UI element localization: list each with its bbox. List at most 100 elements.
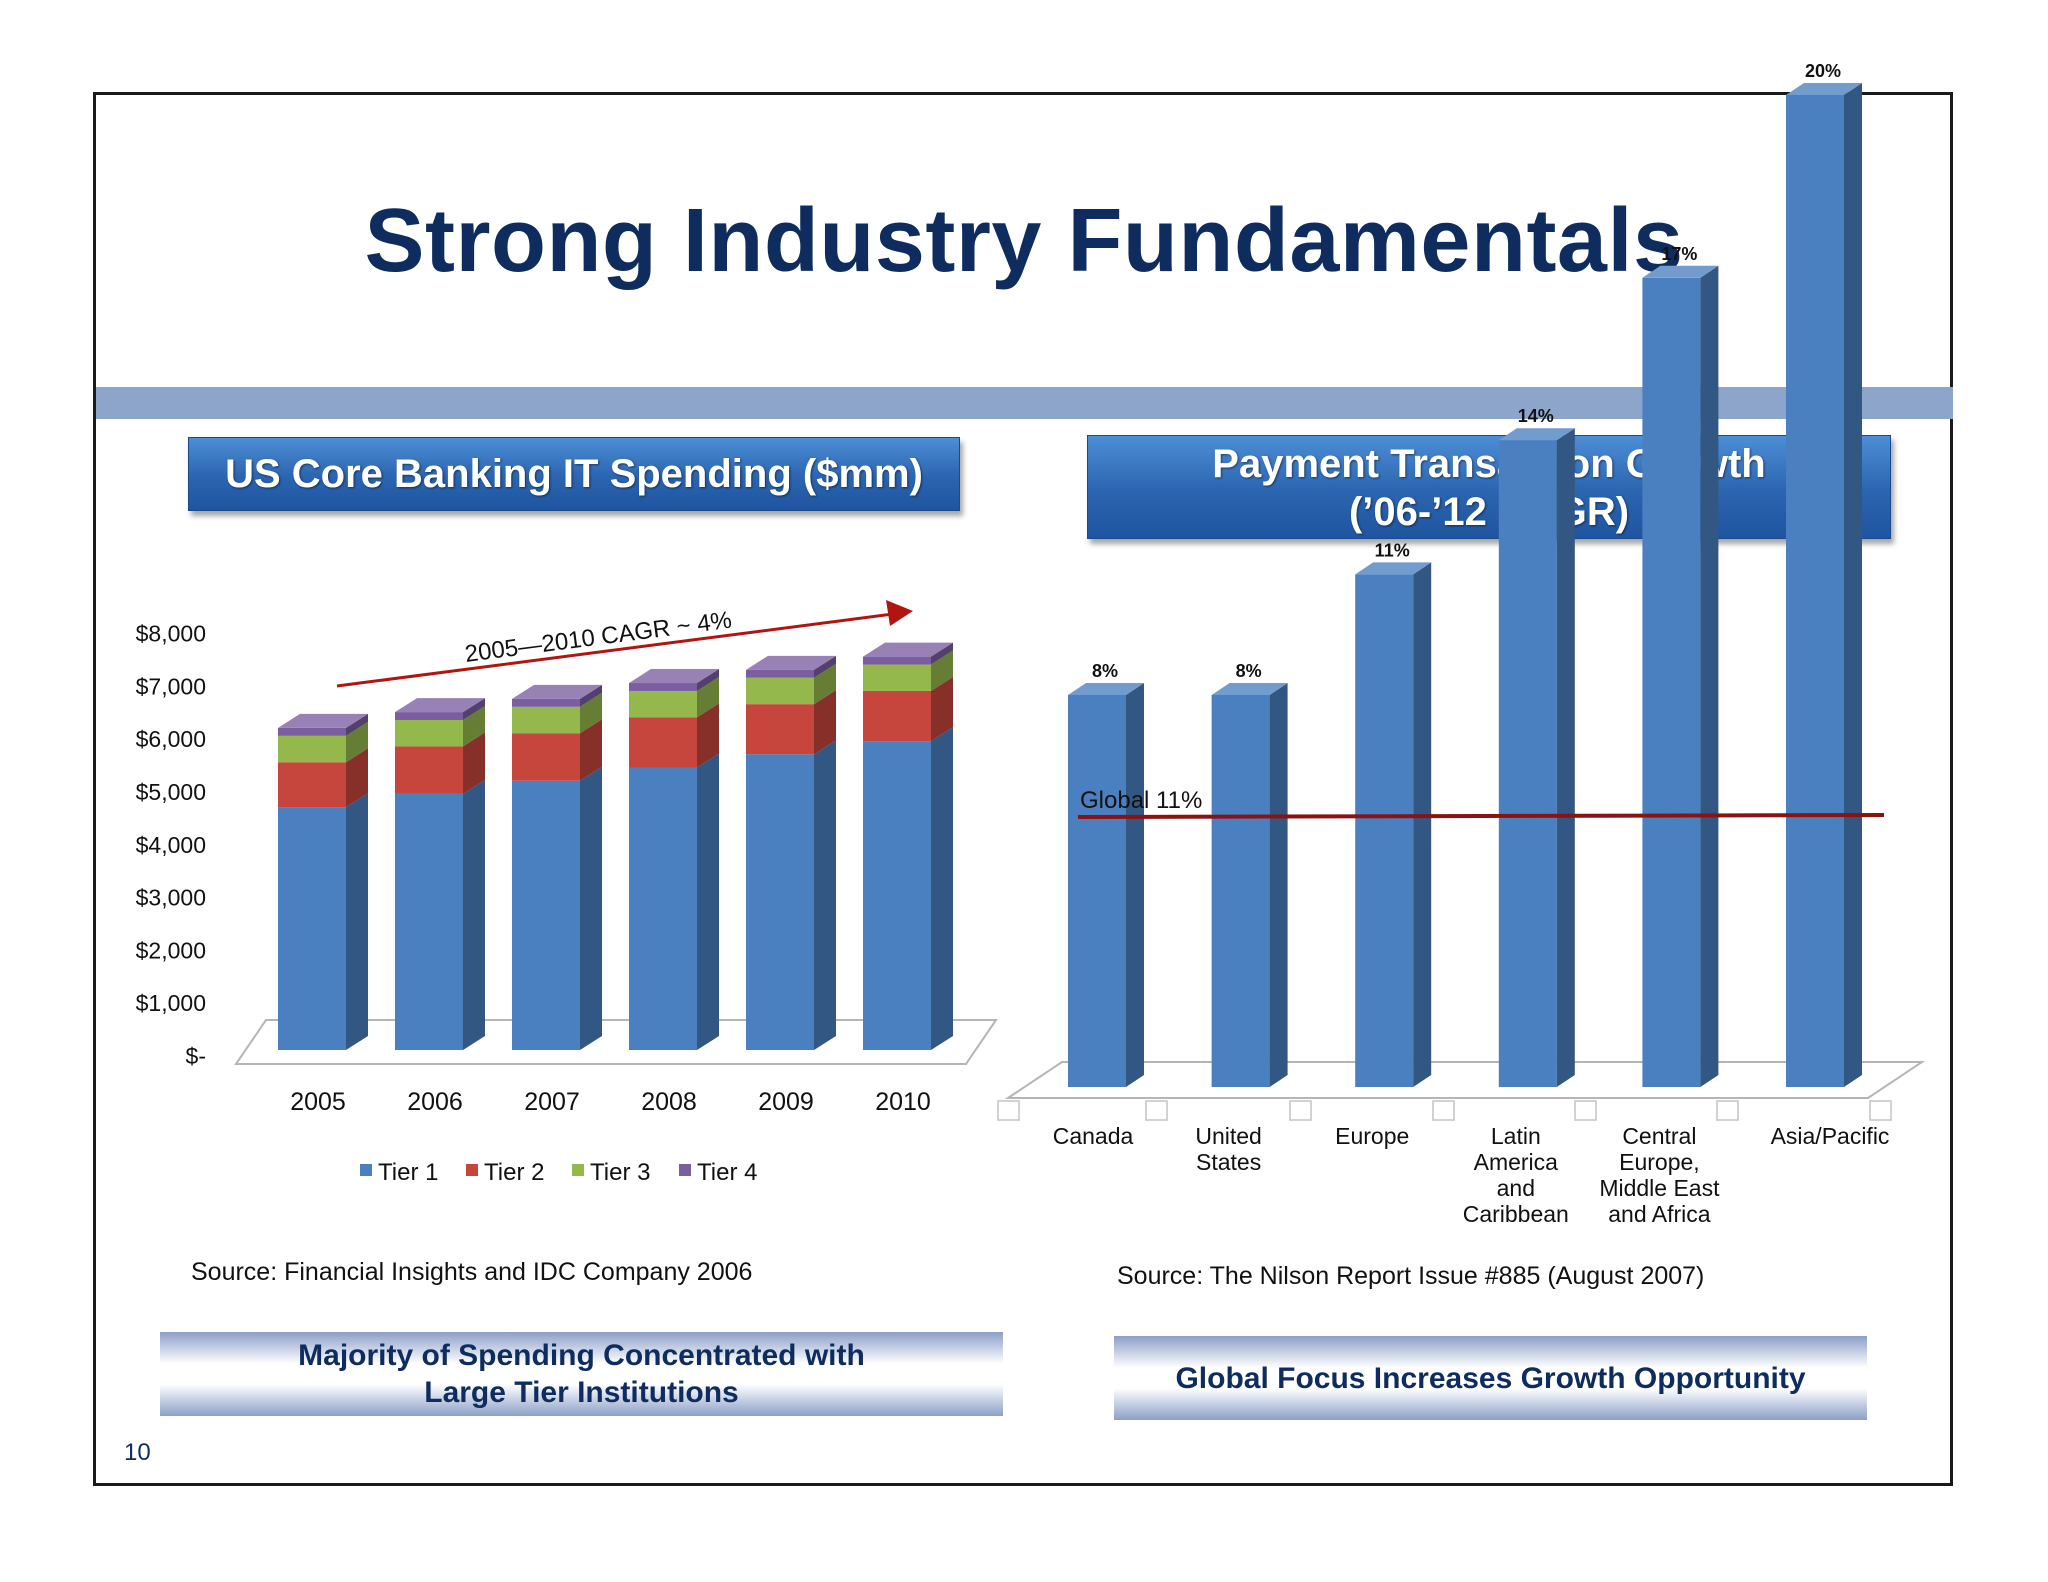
bar-2005-tier1-side (346, 793, 368, 1050)
bar-2005-tier2-front (278, 762, 346, 808)
axis-tick-box (1869, 1100, 1892, 1121)
bar-2010-tier3-side (931, 650, 953, 691)
bar-2005-tier3-front (278, 735, 346, 763)
category-label: United (1195, 1123, 1261, 1149)
bar-2007-tier4-side (580, 684, 602, 707)
category-label: States (1196, 1149, 1261, 1175)
bar-2010-tier4-front (863, 656, 931, 665)
bar-2007-tier3-side (580, 692, 602, 734)
cagr-arrow-line (336, 612, 894, 688)
bar-2009-tier3-side (814, 663, 836, 705)
bar-2005-tier2-side (346, 748, 368, 808)
category-label: Latin (1491, 1123, 1541, 1149)
data-label: 20% (1805, 61, 1841, 81)
bar-5-front (1786, 95, 1844, 1087)
bar-2-side (1413, 562, 1432, 1087)
category-label: Europe (1335, 1123, 1409, 1149)
bar-2008-tier3-front (629, 690, 697, 718)
legend-label: Tier 3 (590, 1159, 650, 1186)
y-tick-label: $8,000 (136, 621, 206, 647)
data-label: 8% (1236, 661, 1262, 681)
left-chart-header: US Core Banking IT Spending ($mm) (188, 437, 960, 511)
left-source: Source: Financial Insights and IDC Compa… (191, 1258, 753, 1286)
axis-tick-box (1716, 1100, 1739, 1121)
bar-1-top (1211, 683, 1288, 695)
bar-2009-tier4-front (746, 669, 814, 678)
x-tick-label: 2006 (407, 1088, 463, 1116)
bar-2009-tier4-side (814, 655, 836, 678)
legend-swatch (466, 1164, 478, 1176)
bar-2009-tier1-side (814, 740, 836, 1050)
bar-2008-tier1-side (697, 753, 719, 1050)
left-takeaway: Majority of Spending Concentrated with L… (160, 1332, 1003, 1416)
bar-2007-tier1-side (580, 766, 602, 1050)
right-header-line2: (’06-’12 CAGR) (1348, 490, 1630, 534)
legend-swatch (572, 1164, 584, 1176)
bar-2007-tier4-front (512, 698, 580, 707)
bar-2006-tier3-side (463, 706, 485, 747)
category-label: and Africa (1608, 1201, 1710, 1227)
slide-frame (93, 92, 1953, 1486)
bar-3-top (1498, 428, 1575, 441)
bar-2008-tier3-side (697, 676, 719, 718)
bar-2006-tier1-front (395, 793, 463, 1050)
x-tick-label: 2010 (875, 1088, 931, 1116)
bar-0-side (1126, 683, 1144, 1087)
bar-2009-tier2-front (746, 704, 814, 755)
category-label: Caribbean (1463, 1201, 1569, 1227)
bar-2010-tier4-side (931, 642, 953, 665)
global-reference-line (1077, 813, 1885, 819)
bar-2009-tier3-front (746, 677, 814, 705)
y-tick-label: $2,000 (136, 937, 206, 963)
bar-2008-tier1-front (629, 767, 697, 1050)
data-label: 8% (1092, 661, 1118, 681)
axis-tick-box (997, 1100, 1020, 1121)
x-tick-label: 2005 (290, 1088, 346, 1116)
category-label: Asia/Pacific (1771, 1123, 1890, 1149)
data-label: 14% (1518, 406, 1554, 426)
bar-1-front (1211, 695, 1270, 1087)
bar-2010-top (863, 642, 953, 657)
bar-2006-tier3-front (395, 720, 463, 747)
bar-2008-tier4-side (697, 669, 719, 691)
bar-2005-tier3-side (346, 721, 368, 763)
right-source: Source: The Nilson Report Issue #885 (Au… (1117, 1262, 1705, 1290)
bar-2008-top (629, 669, 719, 684)
bar-2008-tier2-front (629, 717, 697, 768)
bar-2005-top (278, 713, 368, 728)
legend-swatch (360, 1164, 372, 1176)
page-title: Strong Industry Fundamentals (364, 191, 1684, 291)
category-label: Europe, (1619, 1149, 1700, 1175)
legend-label: Tier 4 (697, 1159, 757, 1186)
bar-4-side (1700, 265, 1719, 1087)
bar-2005-tier1-front (278, 807, 346, 1050)
bar-2007-tier1-front (512, 780, 580, 1050)
y-tick-label: $- (186, 1043, 206, 1069)
bar-2009-tier1-front (746, 754, 814, 1050)
chart-floor (1004, 1061, 1926, 1099)
y-tick-label: $1,000 (136, 990, 206, 1016)
data-label: 11% (1375, 540, 1410, 560)
bar-3-front (1498, 440, 1557, 1087)
right-takeaway: Global Focus Increases Growth Opportunit… (1114, 1336, 1867, 1420)
axis-tick-box (1432, 1100, 1455, 1121)
bar-0-front (1068, 695, 1126, 1087)
x-tick-label: 2007 (524, 1088, 580, 1116)
category-label: Middle East (1599, 1175, 1720, 1201)
bar-5-side (1844, 83, 1862, 1087)
axis-tick-box (1574, 1100, 1597, 1121)
bar-2006-tier4-side (463, 698, 485, 720)
category-label: Central (1622, 1123, 1696, 1149)
bar-2008-tier4-front (629, 683, 697, 691)
bar-3-side (1556, 428, 1575, 1087)
bar-2006-tier2-side (463, 732, 485, 794)
left-takeaway-line1: Majority of Spending Concentrated with (298, 1339, 865, 1372)
bar-2007-tier2-front (512, 733, 580, 781)
bar-2005-tier4-front (278, 727, 346, 736)
y-tick-label: $4,000 (136, 832, 206, 858)
bar-2008-tier2-side (697, 703, 719, 768)
category-label: Canada (1053, 1123, 1134, 1149)
bar-2006-tier4-front (395, 712, 463, 720)
